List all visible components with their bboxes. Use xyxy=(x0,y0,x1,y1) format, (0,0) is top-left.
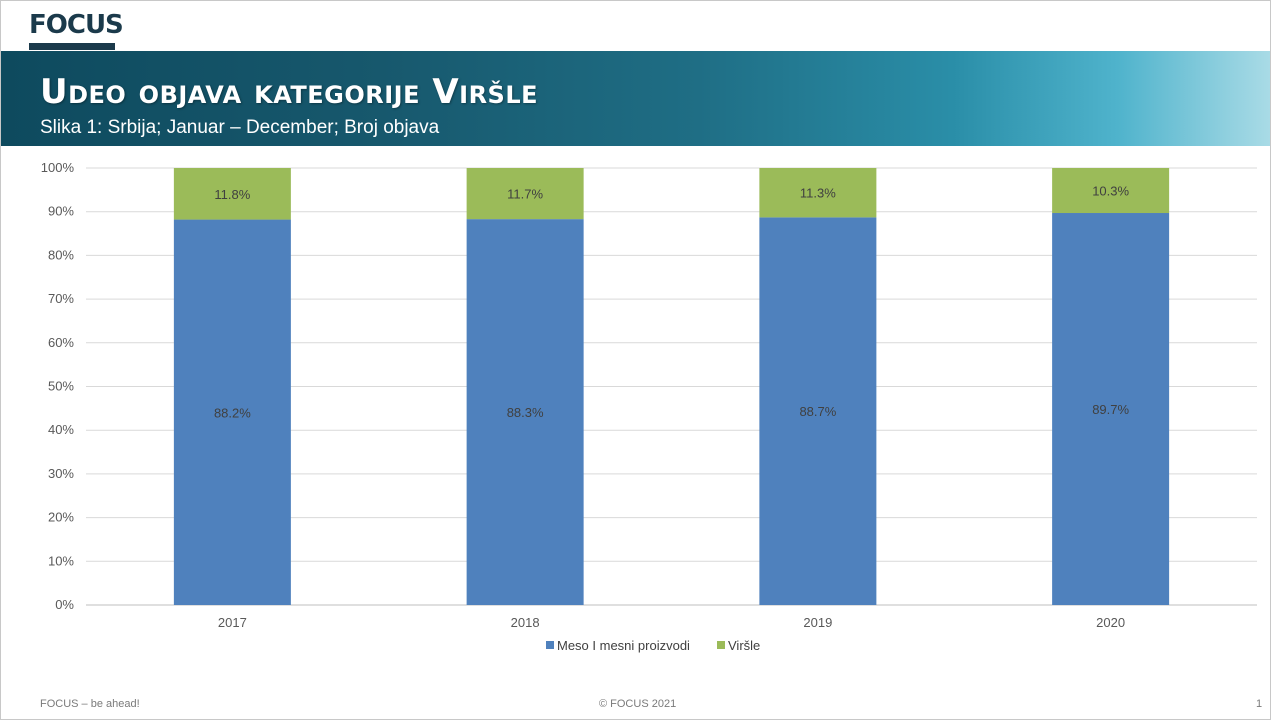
data-label: 88.2% xyxy=(214,405,251,420)
data-label: 88.3% xyxy=(507,405,544,420)
data-label: 10.3% xyxy=(1092,184,1129,199)
footer-tagline: FOCUS – be ahead! xyxy=(40,698,140,710)
data-label: 11.7% xyxy=(507,187,543,202)
stacked-bar-chart: 0% 10% 20% 30% 40% 50% 60% 70% 80% 90% 100% 88.2% 1… xyxy=(41,160,1257,653)
page-title: Udeo objava kategorije Viršle xyxy=(40,72,539,112)
x-tick-label: 2017 xyxy=(218,615,247,630)
data-labels: 88.2% 11.8% 88.3% 11.7% 88.7% 11.3% 89.7% 10.3% xyxy=(214,184,1130,421)
page-subtitle: Slika 1: Srbija; Januar – December; Broj… xyxy=(40,117,440,138)
footer-copyright: © FOCUS 2021 xyxy=(599,698,677,710)
legend-swatch xyxy=(717,641,725,649)
y-tick-label: 30% xyxy=(48,466,74,481)
legend: Meso I mesni proizvodi Viršle xyxy=(546,638,760,653)
y-tick-label: 100% xyxy=(41,160,75,175)
bar-virsle xyxy=(173,168,291,220)
legend-label: Meso I mesni proizvodi xyxy=(557,638,690,653)
data-label: 89.7% xyxy=(1092,402,1129,417)
y-tick-label: 50% xyxy=(48,379,74,394)
data-label: 11.8% xyxy=(214,187,250,202)
logo-underline xyxy=(29,43,115,50)
legend-swatch xyxy=(546,641,554,649)
bar-meso xyxy=(759,217,877,606)
y-tick-label: 70% xyxy=(48,291,74,306)
bar-meso xyxy=(466,219,584,605)
y-tick-label: 90% xyxy=(48,204,74,219)
title-banner xyxy=(1,51,1270,146)
y-tick-label: 40% xyxy=(48,422,74,437)
x-tick-label: 2018 xyxy=(511,615,540,630)
focus-logo: FOCUS xyxy=(29,10,124,54)
y-axis-ticks: 0% 10% 20% 30% 40% 50% 60% 70% 80% 90% 100% xyxy=(41,160,75,612)
y-tick-label: 80% xyxy=(48,247,74,262)
bars xyxy=(173,168,1170,606)
x-tick-label: 2020 xyxy=(1096,615,1125,630)
y-tick-label: 60% xyxy=(48,335,74,350)
data-label: 11.3% xyxy=(800,186,836,201)
logo-text: FOCUS xyxy=(29,10,124,40)
y-tick-label: 20% xyxy=(48,510,74,525)
x-tick-label: 2019 xyxy=(803,615,832,630)
data-label: 88.7% xyxy=(799,404,836,419)
y-tick-label: 0% xyxy=(55,597,74,612)
bar-meso xyxy=(173,219,291,605)
legend-label: Viršle xyxy=(728,638,760,653)
bar-virsle xyxy=(1052,168,1170,214)
y-tick-label: 10% xyxy=(48,553,74,568)
x-axis-ticks: 2017 2018 2019 2020 xyxy=(218,615,1125,630)
bar-virsle xyxy=(759,168,877,218)
page-number: 1 xyxy=(1256,698,1263,710)
bar-virsle xyxy=(466,168,584,220)
bar-meso xyxy=(1052,213,1170,606)
